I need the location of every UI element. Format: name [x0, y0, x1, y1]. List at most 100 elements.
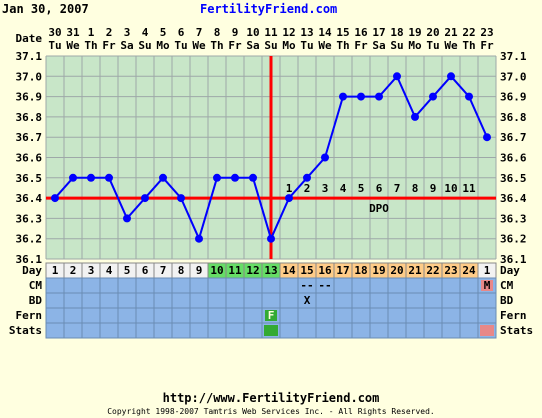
row-label-cm-right: CM: [500, 279, 514, 292]
row-label-day: Day: [22, 264, 42, 277]
observation-cell: [135, 322, 155, 339]
cycle-day-label: 15: [300, 264, 313, 277]
observation-cell: [315, 322, 335, 339]
weekday-label: Th: [462, 39, 475, 52]
date-label: 1: [88, 26, 95, 39]
row-label-fern-right: Fern: [500, 309, 527, 322]
temperature-point: [393, 72, 401, 81]
observation-cell: [243, 322, 263, 339]
temperature-point: [339, 92, 347, 101]
observation-cell: [369, 292, 389, 309]
observation-cell: [153, 292, 173, 309]
temperature-point: [123, 214, 131, 223]
observation-cell: [405, 322, 425, 339]
date-label: 20: [426, 26, 439, 39]
cycle-day-label: 11: [228, 264, 242, 277]
weekday-label: Fr: [354, 39, 368, 52]
observation-cell: [459, 322, 479, 339]
observation-cell: [459, 307, 479, 324]
footer-url[interactable]: http://www.FertilityFriend.com: [162, 391, 380, 405]
observation-cell: [423, 277, 443, 294]
dpo-number: 10: [444, 182, 457, 195]
observation-cell: [441, 322, 461, 339]
observation-cell: [333, 307, 353, 324]
y-tick-label-left: 36.5: [16, 172, 43, 185]
observation-cell: [153, 277, 173, 294]
y-tick-label-right: 36.8: [500, 111, 527, 124]
observation-cell: [207, 322, 227, 339]
observation-cell: [81, 307, 101, 324]
observation-cell: [333, 292, 353, 309]
observation-cell: [477, 307, 497, 324]
observation-cell: [423, 307, 443, 324]
temperature-point: [231, 173, 239, 182]
temperature-point: [177, 194, 185, 203]
dpo-number: 3: [322, 182, 329, 195]
observation-cell: [117, 292, 137, 309]
date-label: 12: [282, 26, 295, 39]
cycle-day-label: 12: [246, 264, 259, 277]
y-tick-label-left: 36.2: [16, 233, 43, 246]
observation-cell: [99, 292, 119, 309]
date-label: 18: [390, 26, 403, 39]
cycle-day-label: 18: [354, 264, 367, 277]
temperature-point: [69, 173, 77, 182]
site-title[interactable]: FertilityFriend.com: [200, 2, 338, 16]
dpo-number: 2: [304, 182, 311, 195]
y-tick-label-left: 36.4: [16, 192, 43, 205]
temperature-point: [357, 92, 365, 101]
stats-marker: [264, 325, 278, 336]
observation-cell: [351, 322, 371, 339]
footer-copyright: Copyright 1998-2007 Tamtris Web Services…: [107, 407, 435, 416]
observation-cell: [387, 307, 407, 324]
weekday-label: Tu: [426, 39, 439, 52]
temperature-point: [321, 153, 329, 162]
date-label: 8: [214, 26, 221, 39]
weekday-label: Su: [138, 39, 151, 52]
weekday-label: Th: [336, 39, 349, 52]
cycle-day-label: 22: [426, 264, 439, 277]
row-label-bd: BD: [29, 294, 43, 307]
date-label: 16: [354, 26, 368, 39]
weekday-label: Sa: [246, 39, 259, 52]
temperature-point: [267, 234, 275, 243]
cycle-day-label: 1: [484, 264, 491, 277]
cm-value: --: [300, 279, 313, 292]
menses-marker: [481, 280, 493, 291]
date-label: 4: [142, 26, 149, 39]
y-tick-label-right: 36.2: [500, 233, 527, 246]
temperature-point: [447, 72, 455, 81]
temperature-point: [285, 194, 293, 203]
cycle-day-label: 2: [70, 264, 77, 277]
observation-cell: [405, 277, 425, 294]
weekday-label: Mo: [156, 39, 170, 52]
cycle-day-label: 7: [160, 264, 167, 277]
cm-value: M: [484, 279, 491, 292]
observation-cell: [441, 307, 461, 324]
temperature-point: [483, 133, 491, 142]
observation-cell: [369, 322, 389, 339]
observation-cell: [189, 322, 209, 339]
observation-cell: [225, 277, 245, 294]
y-tick-label-right: 36.1: [500, 253, 527, 266]
weekday-label: Tu: [174, 39, 187, 52]
y-tick-label-right: 36.9: [500, 91, 527, 104]
temperature-point: [51, 194, 59, 203]
temperature-point: [411, 112, 419, 121]
date-label: 5: [160, 26, 167, 39]
observation-cell: [297, 307, 317, 324]
observation-cell: [405, 292, 425, 309]
y-tick-label-left: 36.6: [16, 152, 43, 165]
observation-cell: [117, 322, 137, 339]
observation-cell: [45, 292, 65, 309]
weekday-label: Th: [210, 39, 223, 52]
observation-cell: [279, 307, 299, 324]
observation-cell: [333, 322, 353, 339]
date-label: 22: [462, 26, 475, 39]
observation-cell: [315, 307, 335, 324]
observation-cell: [243, 307, 263, 324]
dpo-number: 9: [430, 182, 437, 195]
observation-cell: [261, 292, 281, 309]
weekday-label: We: [66, 39, 80, 52]
